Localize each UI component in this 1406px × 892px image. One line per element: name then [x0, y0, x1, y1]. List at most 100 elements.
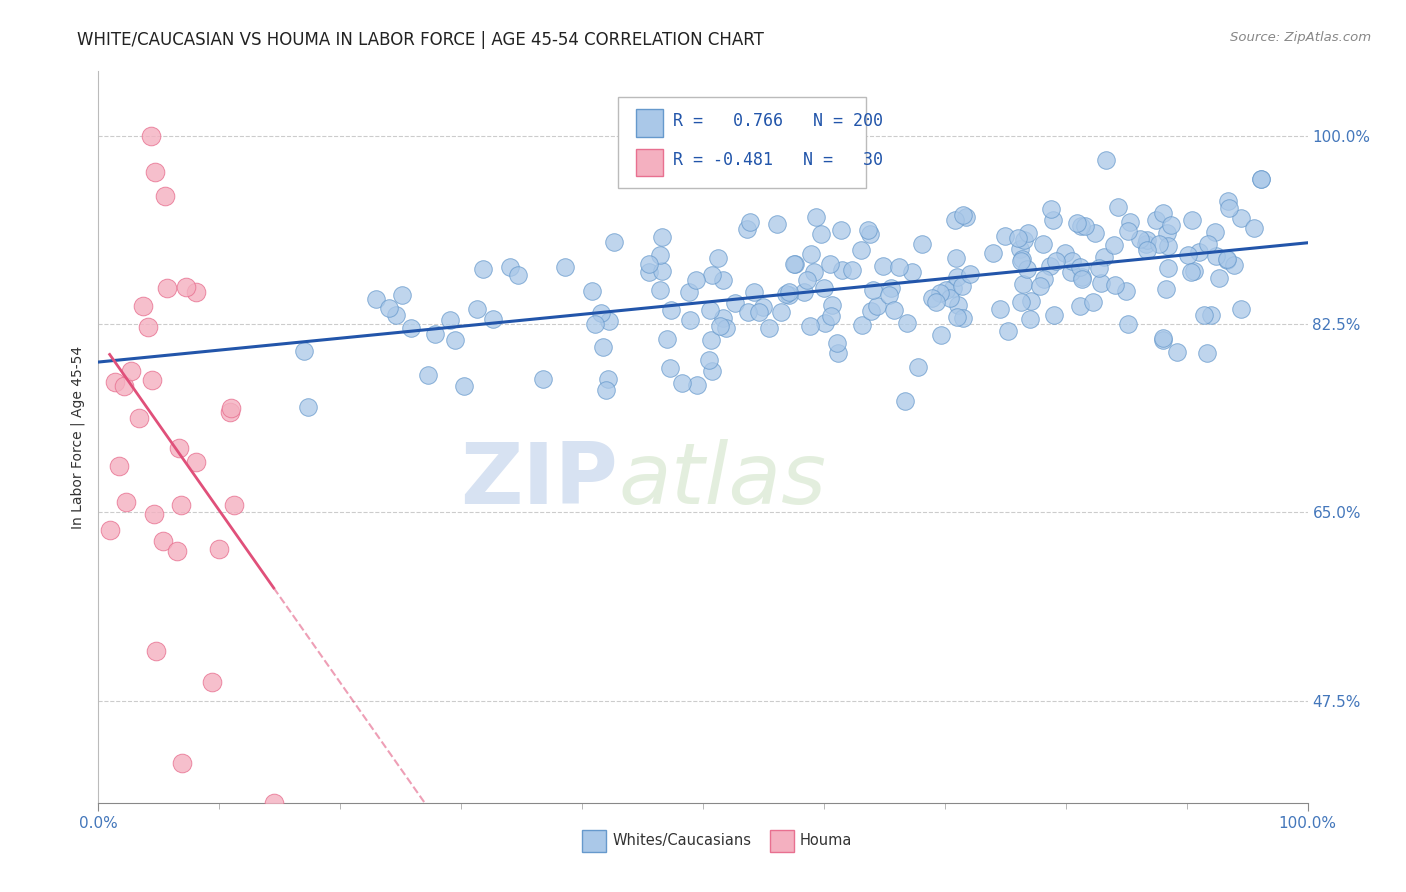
- Point: [139, 128, 162, 143]
- Point: [1083, 295, 1105, 310]
- Point: [533, 372, 555, 386]
- Point: [1012, 233, 1035, 247]
- Point: [1011, 277, 1033, 292]
- Point: [1069, 260, 1091, 274]
- Point: [1116, 224, 1139, 238]
- Text: Whites/Caucasians: Whites/Caucasians: [613, 833, 751, 848]
- Point: [862, 284, 884, 298]
- Text: R = -0.481   N =   30: R = -0.481 N = 30: [672, 152, 883, 169]
- Point: [166, 543, 188, 558]
- Text: Houma: Houma: [800, 833, 852, 848]
- Point: [1032, 236, 1054, 251]
- Point: [678, 285, 700, 299]
- Point: [860, 304, 883, 318]
- Point: [783, 257, 806, 271]
- Point: [818, 257, 841, 271]
- FancyBboxPatch shape: [769, 830, 794, 852]
- FancyBboxPatch shape: [582, 830, 606, 852]
- Point: [170, 756, 193, 771]
- Point: [887, 260, 910, 274]
- Point: [661, 303, 683, 318]
- Point: [1088, 261, 1111, 276]
- Point: [603, 235, 626, 249]
- Point: [423, 327, 446, 342]
- Point: [143, 507, 166, 521]
- Point: [1182, 264, 1205, 278]
- Point: [596, 372, 619, 386]
- Point: [827, 335, 849, 350]
- Point: [827, 346, 849, 360]
- Point: [700, 364, 723, 378]
- Point: [737, 305, 759, 319]
- Text: Source: ZipAtlas.com: Source: ZipAtlas.com: [1230, 31, 1371, 45]
- Point: [167, 442, 190, 456]
- Point: [1204, 225, 1226, 239]
- Point: [1115, 284, 1137, 298]
- Text: ZIP: ZIP: [461, 440, 619, 523]
- Point: [866, 299, 889, 313]
- Point: [1018, 312, 1040, 326]
- Point: [1250, 171, 1272, 186]
- Point: [1029, 278, 1052, 293]
- Point: [638, 257, 661, 271]
- Point: [1160, 219, 1182, 233]
- Point: [1070, 219, 1092, 233]
- Point: [955, 210, 977, 224]
- Point: [1019, 293, 1042, 308]
- Point: [699, 303, 721, 318]
- Point: [1119, 215, 1142, 229]
- Point: [939, 291, 962, 305]
- Point: [1007, 231, 1029, 245]
- Point: [453, 379, 475, 393]
- Point: [821, 298, 844, 312]
- Point: [830, 223, 852, 237]
- Point: [793, 285, 815, 299]
- Point: [366, 293, 388, 307]
- Point: [141, 373, 163, 387]
- Point: [638, 265, 661, 279]
- Point: [1229, 301, 1251, 316]
- Point: [713, 311, 735, 326]
- Point: [924, 294, 946, 309]
- Point: [1017, 262, 1039, 277]
- Point: [896, 316, 918, 330]
- Point: [128, 411, 150, 425]
- Point: [1136, 244, 1159, 258]
- Point: [1074, 219, 1097, 233]
- Point: [948, 298, 970, 312]
- Point: [959, 267, 981, 281]
- Text: R =   0.766   N = 200: R = 0.766 N = 200: [672, 112, 883, 130]
- Point: [399, 321, 422, 335]
- Point: [1043, 309, 1066, 323]
- Point: [901, 265, 924, 279]
- Point: [1084, 226, 1107, 240]
- Point: [813, 281, 835, 295]
- Point: [651, 264, 673, 278]
- Point: [1038, 259, 1060, 273]
- Point: [1008, 243, 1031, 257]
- Point: [120, 364, 142, 378]
- Text: WHITE/CAUCASIAN VS HOUMA IN LABOR FORCE | AGE 45-54 CORRELATION CHART: WHITE/CAUCASIAN VS HOUMA IN LABOR FORCE …: [77, 31, 765, 49]
- Point: [820, 310, 842, 324]
- Point: [1045, 254, 1067, 268]
- Point: [219, 401, 242, 416]
- Point: [1188, 245, 1211, 260]
- Point: [583, 317, 606, 331]
- Text: atlas: atlas: [619, 440, 827, 523]
- Point: [1205, 249, 1227, 263]
- Point: [997, 324, 1019, 338]
- Point: [1156, 260, 1178, 275]
- Point: [929, 327, 952, 342]
- Point: [1011, 295, 1033, 310]
- Point: [778, 288, 800, 302]
- FancyBboxPatch shape: [637, 149, 664, 177]
- Point: [1156, 238, 1178, 252]
- Point: [152, 534, 174, 549]
- Point: [942, 281, 965, 295]
- Point: [911, 237, 934, 252]
- Point: [143, 165, 166, 179]
- Point: [946, 310, 969, 325]
- Point: [740, 215, 762, 229]
- Point: [1129, 232, 1152, 246]
- Point: [1095, 153, 1118, 168]
